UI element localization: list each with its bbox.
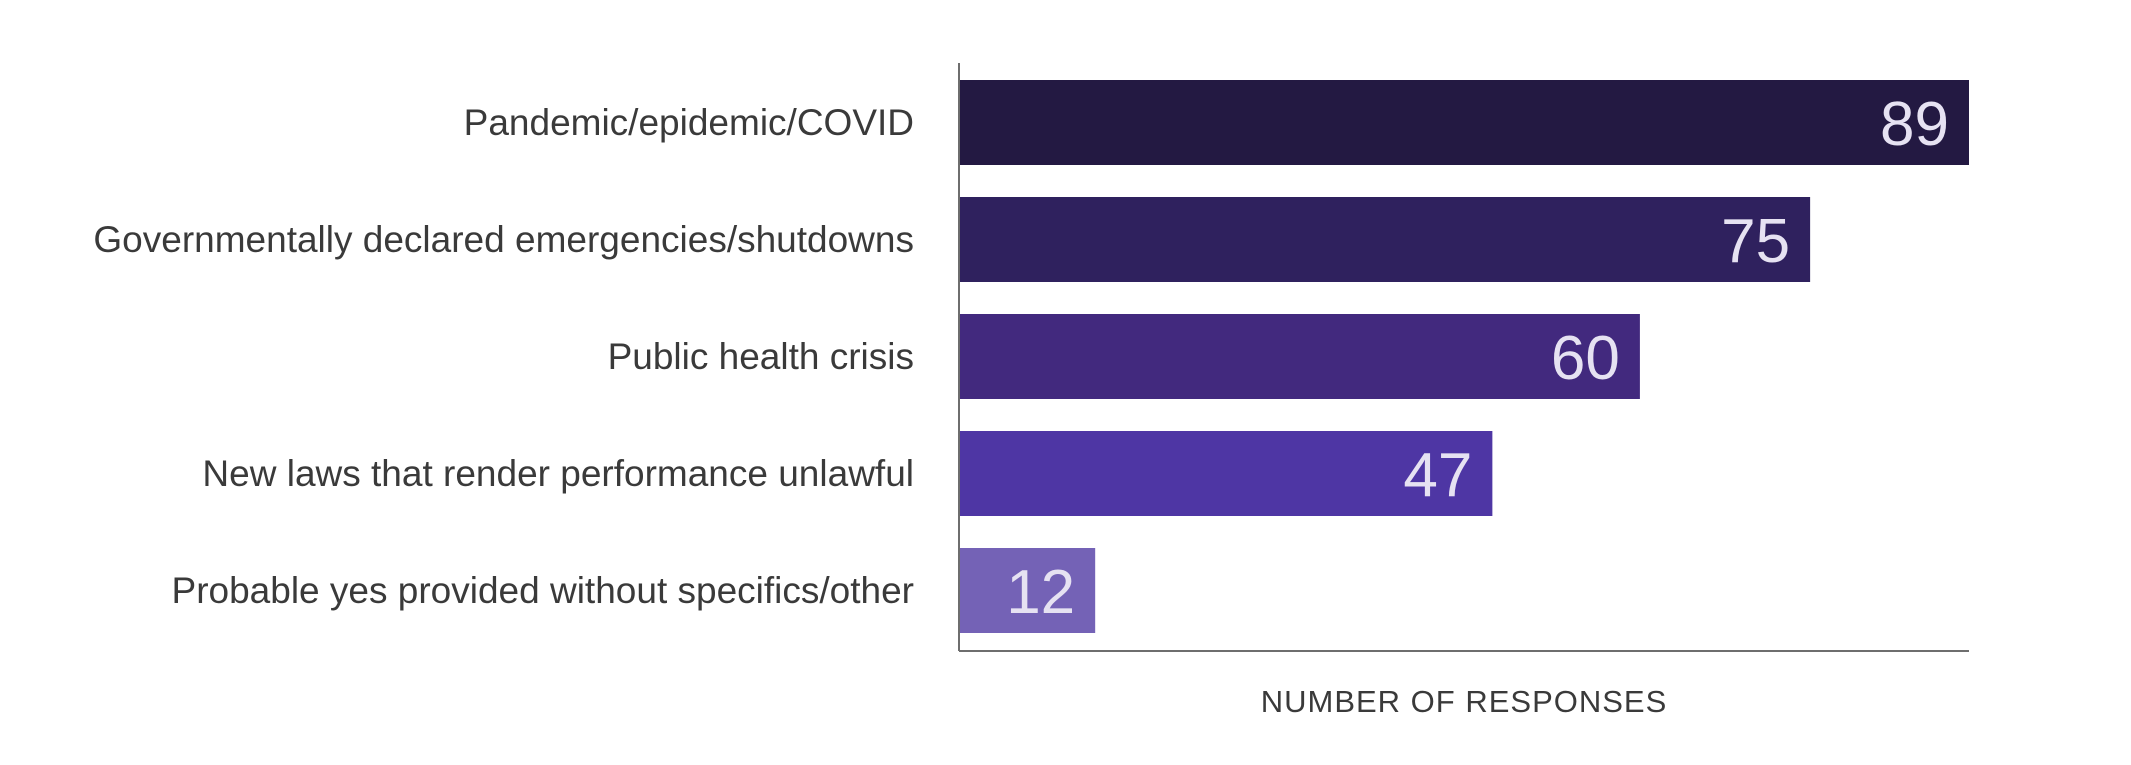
value-label-4: 47 — [1403, 441, 1472, 510]
value-labels-group: 89 75 60 47 12 — [1006, 90, 1949, 627]
category-label-2: Governmentally declared emergencies/shut… — [93, 219, 914, 260]
bar-5 — [959, 548, 1096, 633]
category-label-5: Probable yes provided without specifics/… — [172, 570, 914, 611]
value-label-1: 89 — [1880, 90, 1949, 159]
category-label-1: Pandemic/epidemic/COVID — [464, 102, 914, 143]
bars-group — [959, 80, 1969, 633]
value-label-5: 12 — [1006, 558, 1075, 627]
category-label-4: New laws that render performance unlawfu… — [202, 453, 914, 494]
bar-1 — [959, 80, 1969, 165]
value-label-3: 60 — [1551, 324, 1620, 393]
value-label-2: 75 — [1721, 207, 1790, 276]
category-label-3: Public health crisis — [608, 336, 914, 377]
x-axis-title: NUMBER OF RESPONSES — [1261, 684, 1668, 719]
bar-2 — [959, 197, 1811, 282]
category-labels-group: Pandemic/epidemic/COVID Governmentally de… — [93, 102, 914, 611]
bar-3 — [959, 314, 1640, 399]
bar-4 — [959, 431, 1493, 516]
